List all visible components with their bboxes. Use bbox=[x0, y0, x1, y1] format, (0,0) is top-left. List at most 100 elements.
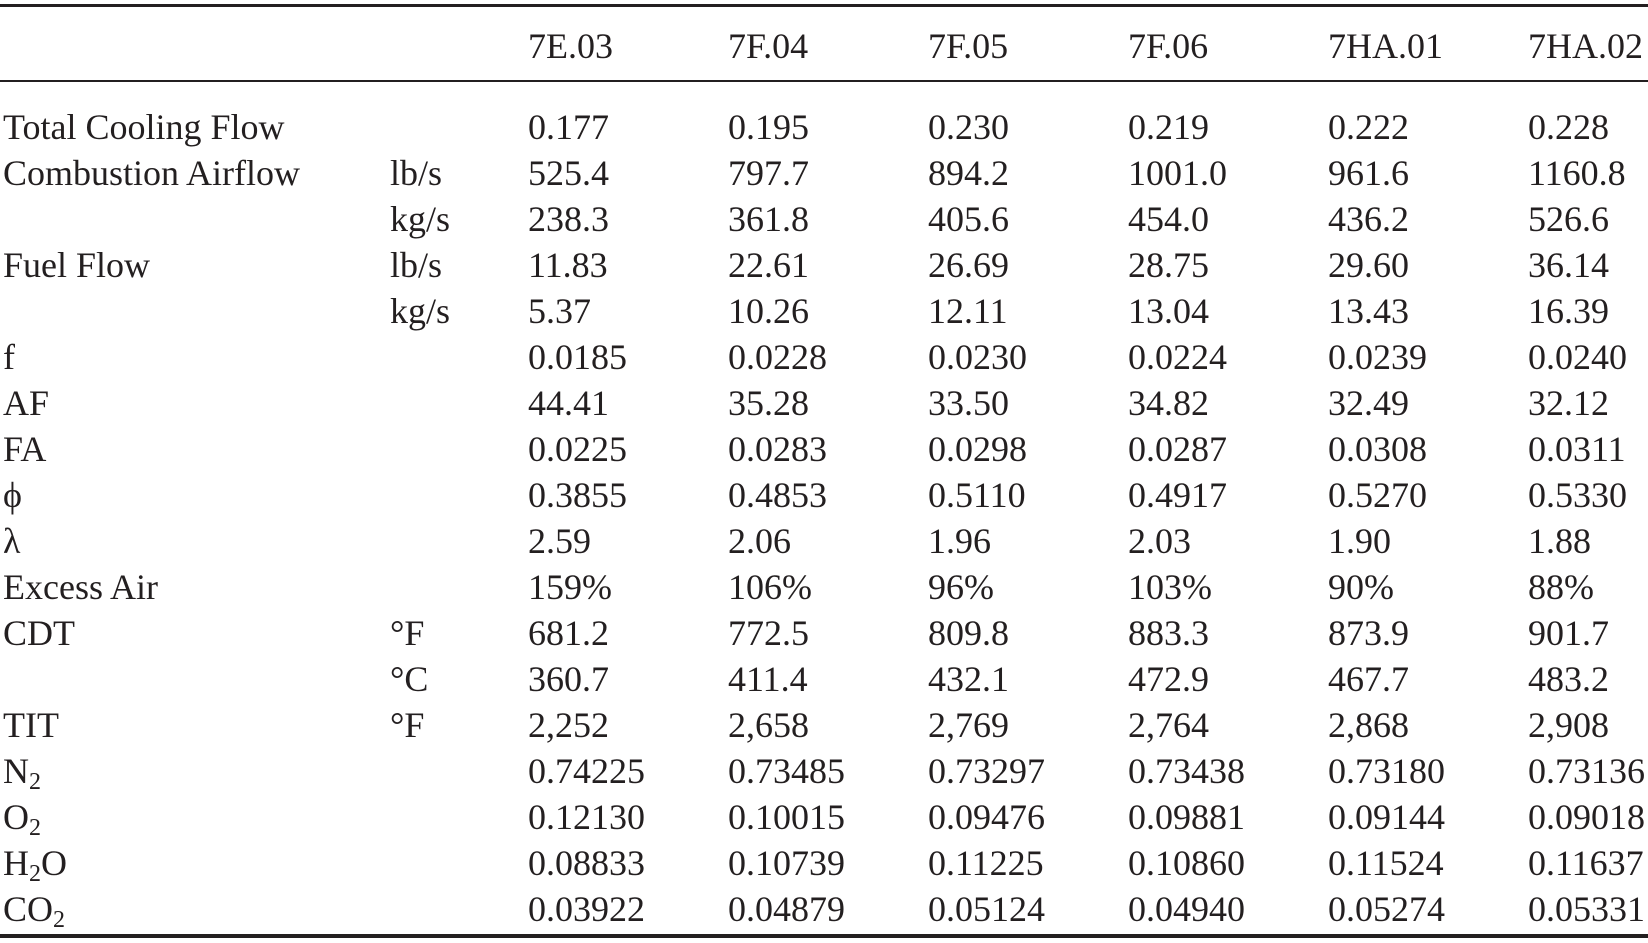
table-cell: 0.0230 bbox=[928, 337, 1027, 377]
table-cell: 883.3 bbox=[1128, 613, 1209, 653]
table-row: H2O 0.08833 0.10739 0.11225 0.10860 0.11524 0.… bbox=[0, 840, 1648, 886]
row-unit: kg/s bbox=[390, 291, 451, 331]
table-cell: 0.73180 bbox=[1328, 751, 1445, 791]
table-cell: 0.11637 bbox=[1528, 843, 1644, 883]
table-cell: 0.0287 bbox=[1128, 429, 1227, 469]
table-row: Combustion Airflow lb/s 525.4 797.7 894.2 100… bbox=[0, 150, 1648, 196]
table-header-rule bbox=[0, 80, 1648, 82]
table-row: f 0.0185 0.0228 0.0230 0.0224 0.0239 0.0240 bbox=[0, 334, 1648, 380]
row-label: f bbox=[3, 337, 15, 377]
table-cell: 11.83 bbox=[528, 245, 608, 285]
table-cell: 472.9 bbox=[1128, 659, 1209, 699]
row-label: H2O bbox=[3, 843, 67, 887]
table-cell: 12.11 bbox=[928, 291, 1008, 331]
table-cell: 483.2 bbox=[1528, 659, 1609, 699]
table-row: kg/s 5.37 10.26 12.11 13.04 13.43 16.39 bbox=[0, 288, 1648, 334]
table-row: kg/s 238.3 361.8 405.6 454.0 436.2 526.6 bbox=[0, 196, 1648, 242]
table-cell: 436.2 bbox=[1328, 199, 1409, 239]
table-row: TIT °F 2,252 2,658 2,769 2,764 2,868 2,908 bbox=[0, 702, 1648, 748]
table-cell: 13.43 bbox=[1328, 291, 1409, 331]
table-cell: 2.06 bbox=[728, 521, 791, 561]
table-cell: 0.10015 bbox=[728, 797, 845, 837]
table-cell: 44.41 bbox=[528, 383, 609, 423]
row-label: O2 bbox=[3, 797, 41, 841]
table-cell: 0.195 bbox=[728, 107, 809, 147]
table-cell: 0.0311 bbox=[1528, 429, 1626, 469]
table-cell: 0.04940 bbox=[1128, 889, 1245, 929]
row-label: CDT bbox=[3, 613, 75, 653]
table-cell: 0.09881 bbox=[1128, 797, 1245, 837]
table-cell: 772.5 bbox=[728, 613, 809, 653]
table-row: CO2 0.03922 0.04879 0.05124 0.04940 0.05274 0.… bbox=[0, 886, 1648, 932]
table-cell: 467.7 bbox=[1328, 659, 1409, 699]
table-cell: 873.9 bbox=[1328, 613, 1409, 653]
column-header: 7F.06 bbox=[1128, 26, 1209, 66]
row-unit bbox=[390, 426, 528, 472]
table-cell: 0.228 bbox=[1528, 107, 1609, 147]
table-cell: 454.0 bbox=[1128, 199, 1209, 239]
table-cell: 894.2 bbox=[928, 153, 1009, 193]
row-label: Combustion Airflow bbox=[3, 153, 301, 193]
table-cell: 0.08833 bbox=[528, 843, 645, 883]
table-cell: 0.222 bbox=[1328, 107, 1409, 147]
table-cell: 0.05331 bbox=[1528, 889, 1645, 929]
table-cell: 0.4917 bbox=[1128, 475, 1227, 515]
table-row: CDT °F 681.2 772.5 809.8 883.3 873.9 901.7 bbox=[0, 610, 1648, 656]
table-cell: 35.28 bbox=[728, 383, 809, 423]
table-cell: 0.09476 bbox=[928, 797, 1045, 837]
table-cell: 0.73136 bbox=[1528, 751, 1645, 791]
table-cell: 36.14 bbox=[1528, 245, 1609, 285]
table-cell: 0.0240 bbox=[1528, 337, 1627, 377]
table-cell: 0.09144 bbox=[1328, 797, 1445, 837]
table-cell: 0.230 bbox=[928, 107, 1009, 147]
table-cell: 29.60 bbox=[1328, 245, 1409, 285]
row-unit: lb/s bbox=[390, 153, 443, 193]
table-cell: 0.0283 bbox=[728, 429, 827, 469]
table-row: λ 2.59 2.06 1.96 2.03 1.90 1.88 bbox=[0, 518, 1648, 564]
row-label: CO2 bbox=[3, 889, 66, 933]
table-cell: 1.96 bbox=[928, 521, 991, 561]
table-cell: 0.0185 bbox=[528, 337, 627, 377]
table-cell: 0.3855 bbox=[528, 475, 627, 515]
row-label bbox=[0, 656, 390, 702]
table-row: °C 360.7 411.4 432.1 472.9 467.7 483.2 bbox=[0, 656, 1648, 702]
table-cell: 0.5270 bbox=[1328, 475, 1427, 515]
table-cell: 0.0225 bbox=[528, 429, 627, 469]
table-row: O2 0.12130 0.10015 0.09476 0.09881 0.09144 0.0… bbox=[0, 794, 1648, 840]
table-cell: 0.11225 bbox=[928, 843, 1044, 883]
row-label: N2 bbox=[3, 751, 41, 795]
row-label: Excess Air bbox=[3, 567, 158, 607]
table-cell: 0.5330 bbox=[1528, 475, 1627, 515]
row-label: AF bbox=[3, 383, 50, 423]
row-unit bbox=[390, 518, 528, 564]
table-cell: 238.3 bbox=[528, 199, 609, 239]
table-cell: 2,252 bbox=[528, 705, 609, 745]
table-cell: 0.10860 bbox=[1128, 843, 1245, 883]
table-cell: 0.10739 bbox=[728, 843, 845, 883]
table-cell: 0.0239 bbox=[1328, 337, 1427, 377]
table-row: N2 0.74225 0.73485 0.73297 0.73438 0.73180 0.7… bbox=[0, 748, 1648, 794]
table-top-rule bbox=[0, 4, 1648, 7]
table-cell: 681.2 bbox=[528, 613, 609, 653]
table-cell: 361.8 bbox=[728, 199, 809, 239]
column-header: 7F.05 bbox=[928, 26, 1009, 66]
table-cell: 103% bbox=[1128, 567, 1212, 607]
table-cell: 411.4 bbox=[728, 659, 808, 699]
table-cell: 0.0308 bbox=[1328, 429, 1427, 469]
table-cell: 2,868 bbox=[1328, 705, 1409, 745]
table-cell: 32.12 bbox=[1528, 383, 1609, 423]
table-cell: 0.09018 bbox=[1528, 797, 1645, 837]
table-cell: 1.88 bbox=[1528, 521, 1591, 561]
table-cell: 34.82 bbox=[1128, 383, 1209, 423]
table-cell: 106% bbox=[728, 567, 812, 607]
table-cell: 797.7 bbox=[728, 153, 809, 193]
table-cell: 0.12130 bbox=[528, 797, 645, 837]
row-unit bbox=[390, 90, 528, 150]
table-cell: 2,908 bbox=[1528, 705, 1609, 745]
row-label: TIT bbox=[3, 705, 59, 745]
table-cell: 525.4 bbox=[528, 153, 609, 193]
table-cell: 2.03 bbox=[1128, 521, 1191, 561]
table-cell: 0.5110 bbox=[928, 475, 1026, 515]
table-bottom-rule bbox=[0, 934, 1648, 938]
table-cell: 360.7 bbox=[528, 659, 609, 699]
